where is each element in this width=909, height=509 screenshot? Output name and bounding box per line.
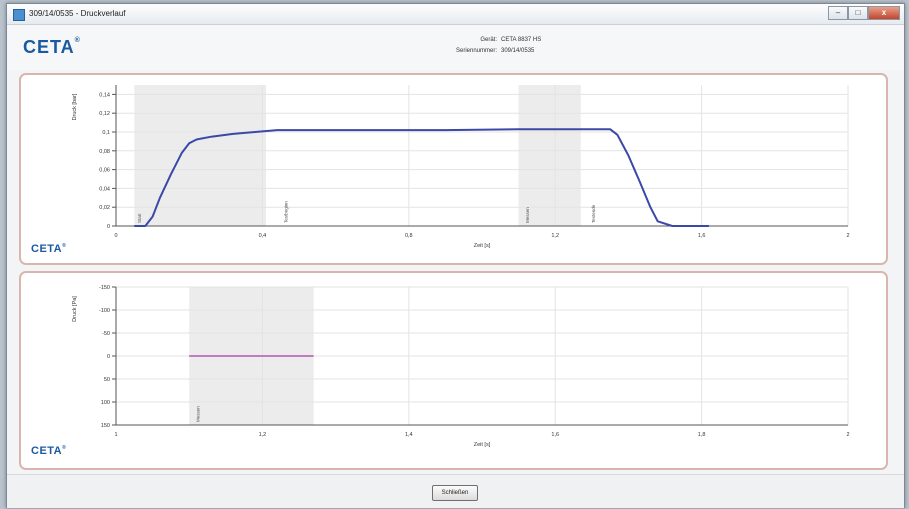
header: CETA® Gerät: Seriennummer: CETA 8837 HS … <box>7 25 904 70</box>
x-tick-label: 1,8 <box>698 432 706 438</box>
y-tick-label: 0,1 <box>102 130 110 136</box>
y-tick-label: 0,04 <box>99 186 110 192</box>
panel-logo-text: CETA <box>31 243 63 255</box>
window-controls: – □ x <box>828 6 900 20</box>
y-tick-label: 0,06 <box>99 168 110 174</box>
x-tick-label: 1 <box>114 432 117 438</box>
y-axis-label: Druck [Pa] <box>72 296 78 322</box>
title-bar[interactable]: 309/14/0535 - Druckverlauf – □ x <box>7 4 904 25</box>
panel-logo-mark: ® <box>62 243 67 249</box>
y-tick-label: 0 <box>107 354 110 360</box>
window-title: 309/14/0535 - Druckverlauf <box>29 9 126 18</box>
x-tick-label: 1,6 <box>698 233 706 239</box>
y-tick-label: 0,12 <box>99 111 110 117</box>
y-tick-label: -150 <box>99 285 110 291</box>
y-tick-label: 150 <box>101 423 110 429</box>
y-tick-label: 0,08 <box>99 149 110 155</box>
pressure-bar-panel: 0 0,02 0,04 0,06 0,08 0,1 0,12 0,14 0 0,4 0,8 1,2 1,… <box>19 73 888 265</box>
panel-logo-mark: ® <box>62 445 67 451</box>
device-value: CETA 8837 HS <box>501 37 542 43</box>
x-tick-label: 1,4 <box>405 432 413 438</box>
ceta-logo: CETA® <box>23 37 81 58</box>
x-axis-label: Zeit [s] <box>474 243 491 249</box>
logo-mark: ® <box>74 37 81 44</box>
y-tick-label: 0 <box>107 224 110 230</box>
event-marker-label: Messen <box>525 207 530 223</box>
device-info-values: CETA 8837 HS 309/14/0535 <box>501 35 541 57</box>
y-tick-label: -50 <box>102 331 110 337</box>
minimize-button[interactable]: – <box>828 6 848 20</box>
x-tick-label: 1,2 <box>259 432 267 438</box>
x-tick-label: 2 <box>846 432 849 438</box>
panel-logo-text: CETA <box>31 445 63 457</box>
series-line <box>134 128 709 227</box>
y-axis-label: Druck [bar] <box>72 93 78 120</box>
druckverlauf-window: 309/14/0535 - Druckverlauf – □ x CETA® G… <box>6 3 905 508</box>
event-marker-label: Messen <box>196 406 201 422</box>
y-tick-label: 100 <box>101 400 110 406</box>
serial-label: Seriennummer: <box>455 48 497 54</box>
y-tick-label: 50 <box>104 377 110 383</box>
x-tick-label: 0,8 <box>405 233 413 239</box>
app-icon <box>13 9 25 21</box>
y-tick-label: 0,02 <box>99 205 110 211</box>
close-button[interactable]: Schließen <box>432 485 478 501</box>
x-tick-label: 0 <box>114 233 117 239</box>
x-tick-label: 0,4 <box>259 233 267 239</box>
serial-value: 309/14/0535 <box>501 48 535 54</box>
x-tick-label: 1,2 <box>551 233 559 239</box>
event-marker-label: Start <box>137 213 142 223</box>
footer: Schließen <box>7 474 904 508</box>
event-marker-label: Testende <box>591 204 596 223</box>
x-axis-label: Zeit [s] <box>474 442 491 448</box>
shaded-region <box>518 85 581 226</box>
panel-logo: CETA® <box>31 243 66 255</box>
pressure-pa-chart: -150 -100 -50 0 50 100 150 1 1,2 1,4 1,6 1,8 2 Zeit [… <box>72 285 850 448</box>
event-marker-label: Testbeginn <box>283 201 288 223</box>
y-tick-label: -100 <box>99 308 110 314</box>
shaded-region <box>134 85 267 226</box>
pressure-pa-panel: -150 -100 -50 0 50 100 150 1 1,2 1,4 1,6 1,8 2 Zeit [… <box>19 271 888 470</box>
panel-logo: CETA® <box>31 445 66 457</box>
close-window-button[interactable]: x <box>868 6 900 20</box>
x-tick-label: 2 <box>846 233 849 239</box>
device-label: Gerät: <box>480 37 497 43</box>
logo-text: CETA <box>23 37 75 57</box>
device-info-labels: Gerät: Seriennummer: <box>419 35 497 57</box>
maximize-button[interactable]: □ <box>848 6 868 20</box>
x-tick-label: 1,6 <box>551 432 559 438</box>
pressure-bar-chart: 0 0,02 0,04 0,06 0,08 0,1 0,12 0,14 0 0,4 0,8 1,2 1,… <box>72 85 850 249</box>
y-tick-label: 0,14 <box>99 92 110 98</box>
